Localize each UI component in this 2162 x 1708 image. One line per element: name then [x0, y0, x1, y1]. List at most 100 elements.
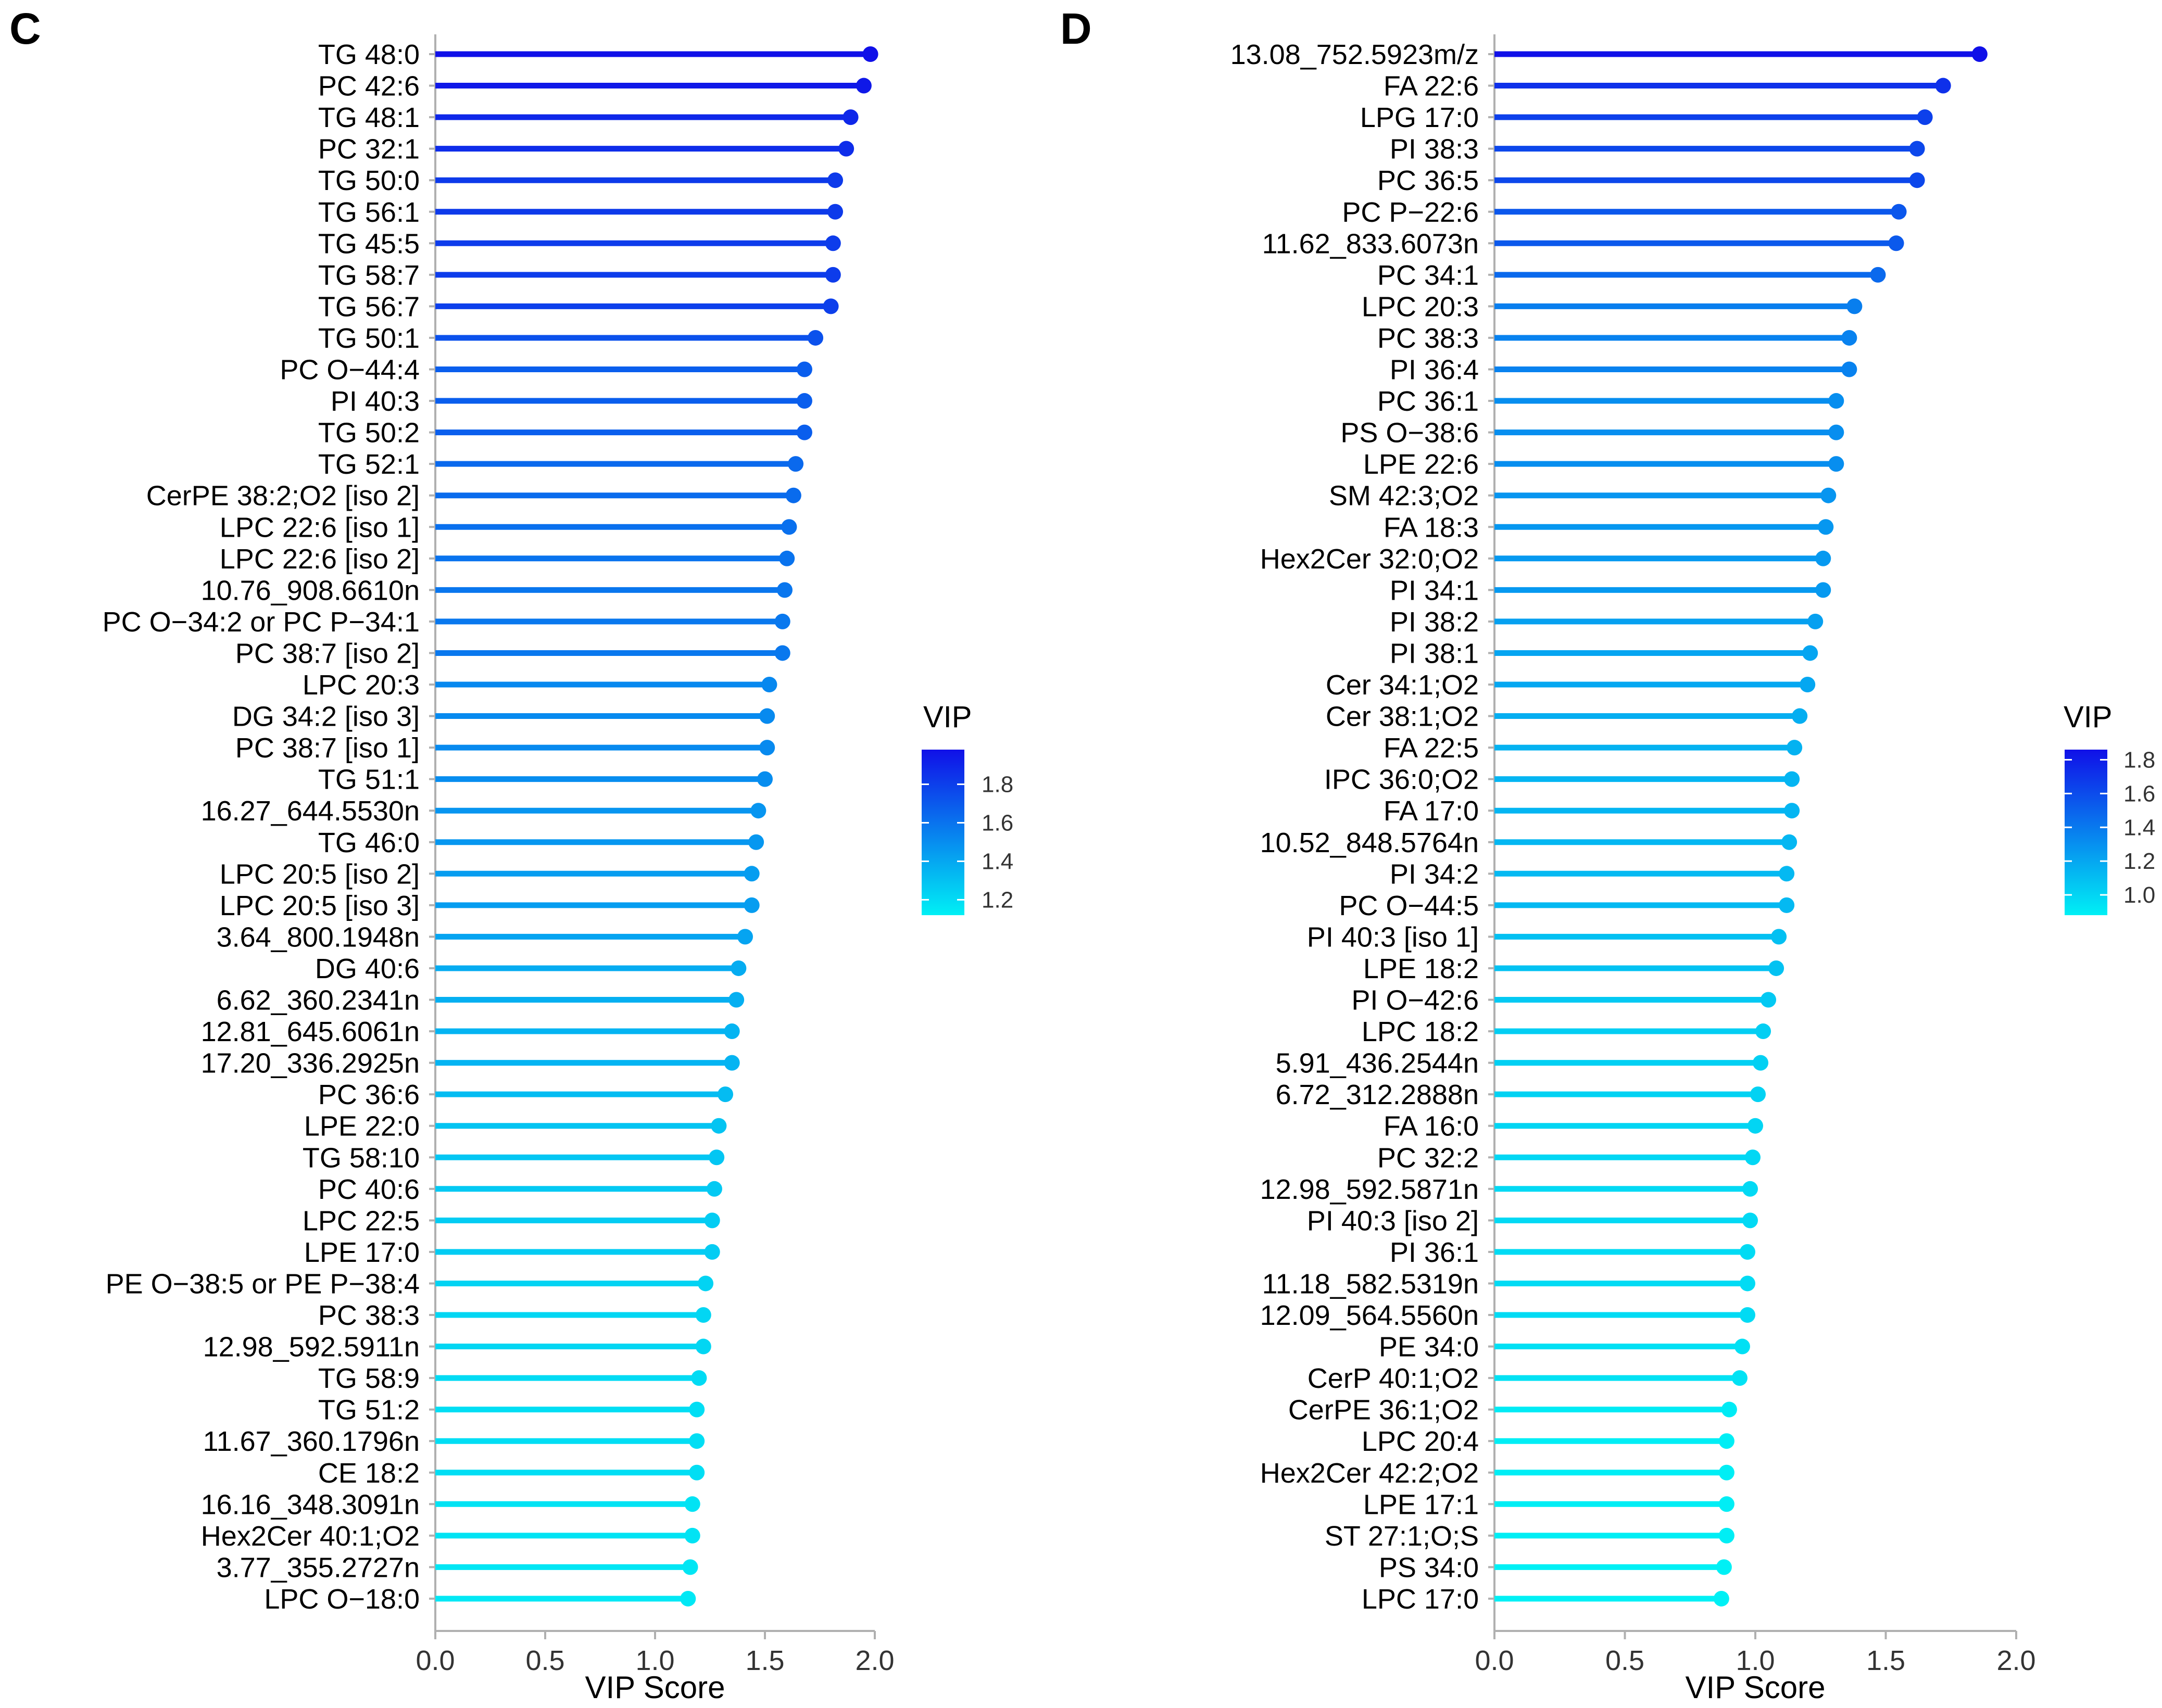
panel-c-colorbar-tick-label: 1.8 [982, 772, 1013, 798]
panel-d-category-label: 5.91_436.2544n [1276, 1048, 1479, 1079]
panel-c-lollipop-dot [750, 803, 766, 819]
panel-d-category-label: PC P−22:6 [1342, 197, 1479, 228]
panel-c-lollipop-dot [796, 424, 812, 440]
panel-d-lollipop-dot [1909, 141, 1925, 157]
panel-d-category-label: PE 34:0 [1379, 1332, 1479, 1363]
panel-d-category-label: LPC 17:0 [1362, 1584, 1479, 1615]
panel-c-category-label: 3.64_800.1948n [217, 921, 420, 953]
panel-d-lollipop-dot [1716, 1559, 1732, 1575]
panel-c-category-label: 17.20_336.2925n [201, 1048, 420, 1079]
panel-c-category-label: LPC 22:5 [303, 1205, 420, 1236]
panel-c-lollipop-dot [761, 677, 777, 692]
panel-d-lollipop-dot [1718, 1527, 1734, 1543]
panel-c-category-label: LPE 17:0 [304, 1237, 420, 1268]
panel-d-lollipop-dot [1761, 992, 1777, 1008]
panel-d-category-label: Cer 34:1;O2 [1326, 669, 1479, 701]
panel-c-category-label: LPC 20:5 [iso 2] [220, 858, 420, 890]
panel-c-lollipop-dot [825, 267, 841, 283]
panel-d-x-tick-label: 0.5 [1605, 1645, 1644, 1676]
panel-c-category-label: PC 40:6 [318, 1174, 420, 1205]
panel-d-category-label: PC O−44:5 [1339, 890, 1479, 921]
panel-d-lollipop-dot [1750, 1086, 1766, 1103]
panel-c-lollipop-dot [698, 1275, 714, 1292]
panel-c-lollipop-dot [759, 740, 775, 756]
panel-d-category-label: PI 38:3 [1390, 134, 1479, 165]
panel-d-category-label: PI 36:4 [1390, 355, 1479, 386]
panel-d-lollipop-dot [1781, 834, 1798, 850]
panel-c-category-label: TG 58:7 [318, 260, 420, 291]
panel-d-category-label: 6.72_312.2888n [1276, 1079, 1479, 1110]
panel-c-colorbar-tick-label: 1.6 [982, 811, 1013, 836]
panel-c-x-tick-label: 0.5 [525, 1645, 564, 1676]
panel-d-lollipop-dot [1846, 298, 1863, 314]
panel-c-category-label: 10.76_908.6610n [201, 575, 420, 606]
panel-c-lollipop-dot [788, 456, 804, 472]
panel-d-category-label: FA 22:5 [1384, 732, 1479, 764]
panel-d-lollipop-dot [1771, 929, 1787, 945]
panel-c-category-label: TG 56:1 [318, 197, 420, 228]
panel-c-x-axis-title: VIP Score [585, 1670, 725, 1705]
panel-d-x-tick-label: 0.0 [1475, 1645, 1514, 1676]
panel-d-category-label: PS O−38:6 [1340, 417, 1479, 449]
panel-c-lollipop-dot [728, 992, 745, 1008]
panel-d-lollipop-dot [1870, 267, 1886, 283]
panel-d-category-label: ST 27:1;O;S [1325, 1521, 1479, 1552]
panel-d-category-label: PI 40:3 [iso 1] [1307, 921, 1479, 953]
panel-c-lollipop-dot [684, 1496, 700, 1512]
panel-d-colorbar-tick-label: 1.2 [2123, 849, 2155, 874]
panel-c-category-label: PC 38:3 [318, 1300, 420, 1331]
panel-d-lollipop-dot [1779, 866, 1795, 882]
panel-c-lollipop-dot [704, 1212, 720, 1229]
panel-d-category-label: LPG 17:0 [1360, 102, 1479, 133]
panel-d-category-label: CerP 40:1;O2 [1308, 1363, 1479, 1394]
panel-d-category-label: LPE 18:2 [1363, 953, 1479, 984]
panel-d-category-label: Cer 38:1;O2 [1326, 701, 1479, 732]
panel-d-lollipop-dot [1784, 771, 1800, 787]
panel-d-category-label: PC 38:3 [1377, 323, 1479, 354]
panel-c-lollipop-dot [744, 897, 760, 913]
panel-d-category-label: PI 40:3 [iso 2] [1307, 1205, 1479, 1236]
panel-c-lollipop-dot [759, 708, 775, 724]
panel-c-lollipop-dot [774, 645, 790, 661]
panel-c-category-label: PC 38:7 [iso 2] [235, 638, 420, 669]
panel-d-lollipop-dot [1742, 1212, 1758, 1229]
panel-c-lollipop-dot [724, 1055, 740, 1071]
panel-c-lollipop-dot [744, 866, 760, 882]
panel-d-x-tick-label: 1.0 [1736, 1645, 1775, 1676]
panel-d-lollipop-dot [1818, 519, 1834, 535]
panel-c-category-label: TG 51:1 [318, 764, 420, 795]
panel-c-lollipop-dot [706, 1181, 722, 1197]
panel-c-legend-title: VIP [923, 700, 972, 734]
panel-d-category-label: LPC 20:4 [1362, 1426, 1479, 1457]
panel-d: D 0.0 0.5 1.0 1.5 2.0 VIP Score 13.08_752.5923m… [1060, 4, 2155, 1705]
panel-d-category-label: IPC 36:0;O2 [1324, 764, 1479, 795]
panel-c-category-label: TG 48:1 [318, 102, 420, 133]
panel-d-lollipop-dot [1784, 803, 1800, 819]
panel-d-lollipop-dot [1739, 1275, 1755, 1292]
panel-c-category-label: PC 42:6 [318, 71, 420, 102]
panel-c-category-label: 16.16_348.3091n [201, 1489, 420, 1520]
panel-c-lollipop-dot [684, 1527, 700, 1543]
panel-c-lollipop-dot [862, 46, 878, 62]
panel-c-category-label: LPE 22:0 [304, 1111, 420, 1142]
panel-c-category-label: PC 38:7 [iso 1] [235, 732, 420, 764]
panel-d-category-label: PI 36:1 [1390, 1237, 1479, 1268]
panel-c-category-label: PC O−44:4 [280, 355, 420, 386]
panel-d-category-label: 12.98_592.5871n [1260, 1174, 1479, 1205]
panel-c-lollipop-dot [779, 550, 795, 566]
panel-c-lollipop-dot [709, 1149, 725, 1166]
panel-d-category-label: FA 17:0 [1384, 795, 1479, 827]
panel-d-category-label: FA 22:6 [1384, 71, 1479, 102]
panel-c-x-tick-label: 0.0 [416, 1645, 455, 1676]
panel-c-category-label: TG 50:2 [318, 417, 420, 449]
panel-d-letter: D [1060, 4, 1092, 53]
panel-d-lollipop-dot [1828, 424, 1844, 440]
panel-c-category-label: TG 50:0 [318, 165, 420, 196]
panel-d-lollipop-dot [1731, 1370, 1748, 1386]
panel-c-lollipop-dot [843, 109, 859, 125]
panel-d-lollipop-dot [1713, 1590, 1729, 1606]
panel-d-category-label: FA 16:0 [1384, 1111, 1479, 1142]
panel-c-category-label: TG 51:2 [318, 1395, 420, 1426]
panel-d-colorbar-tick-label: 1.8 [2123, 747, 2155, 773]
panel-d-lollipop-dot [1828, 393, 1844, 409]
